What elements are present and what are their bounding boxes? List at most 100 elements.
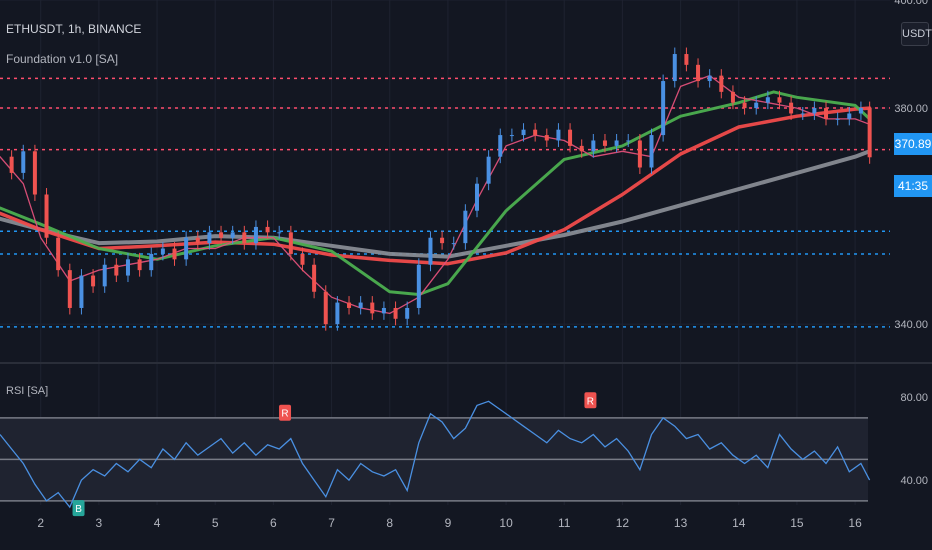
rsi-signal-label: B <box>75 504 82 515</box>
candle-body <box>56 237 61 271</box>
candle-body <box>195 237 200 244</box>
candle-body <box>637 140 642 168</box>
candle-body <box>661 81 666 136</box>
rsi-signal-label: R <box>587 396 594 407</box>
date-axis-label: 10 <box>499 516 513 530</box>
date-axis-label: 2 <box>37 516 44 530</box>
date-axis-label: 4 <box>154 516 161 530</box>
candle-body <box>614 140 619 146</box>
candle-body <box>242 232 247 244</box>
candle-body <box>777 97 782 103</box>
ema-lines <box>0 74 872 315</box>
candle-body <box>451 243 456 245</box>
candle-body <box>288 232 293 254</box>
candle-body <box>765 97 770 103</box>
rsi-title[interactable]: RSI [SA] <box>6 385 48 397</box>
candle-body <box>858 108 863 114</box>
candle-body <box>463 210 468 244</box>
candle-body <box>428 237 433 265</box>
date-axis-label: 12 <box>616 516 630 530</box>
candle-body <box>847 113 852 119</box>
indicator-title[interactable]: Foundation v1.0 [SA] <box>6 52 118 66</box>
candle-body <box>44 194 49 238</box>
candle-body <box>253 226 258 244</box>
candle-body <box>579 145 584 152</box>
last-price-badge: 370.89 <box>894 133 932 155</box>
candle-body <box>114 264 119 276</box>
candle-body <box>498 135 503 157</box>
candle-body <box>347 302 352 308</box>
rsi-signal-marker <box>72 500 85 517</box>
rsi-signal-marker <box>279 404 292 421</box>
candle-body <box>137 259 142 271</box>
candle-body <box>323 291 328 325</box>
candle-body <box>544 135 549 141</box>
date-axis-label: 16 <box>848 516 862 530</box>
date-axis-label: 7 <box>328 516 335 530</box>
horizontal-levels <box>0 77 890 328</box>
candle-body <box>696 64 701 82</box>
candle-body <box>719 75 724 92</box>
date-axis-label: 11 <box>558 516 571 530</box>
candle-body <box>79 275 84 308</box>
candle-body <box>184 237 189 260</box>
candle-body <box>754 102 759 109</box>
candle-body <box>405 307 410 319</box>
ema-line-red <box>0 106 872 266</box>
symbol-title[interactable]: ETHUSDT, 1h, BINANCE <box>6 22 141 36</box>
candle-body <box>172 248 177 260</box>
candle-body <box>335 302 340 325</box>
candle-body <box>21 151 26 173</box>
candle-body <box>219 232 224 238</box>
candle-body <box>835 118 840 120</box>
candle-body <box>230 232 235 238</box>
rsi-axis-label: 80.00 <box>900 392 928 404</box>
date-axis-label: 8 <box>386 516 393 530</box>
candle-body <box>300 253 305 265</box>
candle-body <box>160 248 165 254</box>
price-axis-label: 340.00 <box>894 319 928 331</box>
candle-body <box>812 108 817 114</box>
candle-body <box>149 253 154 271</box>
candle-body <box>509 135 514 137</box>
candle-body <box>707 75 712 82</box>
candle-body <box>393 307 398 319</box>
countdown-badge: 41:35 <box>894 175 932 197</box>
candle-body <box>370 302 375 314</box>
candle-body <box>9 156 14 173</box>
candle-body <box>102 264 107 287</box>
candle-body <box>207 232 212 244</box>
candle-body <box>742 102 747 109</box>
price-series <box>9 47 872 331</box>
rsi-signal-marker <box>584 392 597 409</box>
date-axis-label: 3 <box>96 516 103 530</box>
candle-body <box>312 264 317 292</box>
candle-body <box>32 151 37 195</box>
candle-body <box>381 307 386 314</box>
rsi-pane: R R B <box>0 392 871 517</box>
rsi-axis-label: 40.00 <box>900 475 928 487</box>
axes: 340.00 380.00 400.00 40.00 80.00 2 3 4 5 6 7 8 9 10 11… <box>37 0 928 530</box>
date-axis-label: 9 <box>445 516 452 530</box>
candle-body <box>789 102 794 114</box>
date-axis-label: 5 <box>212 516 219 530</box>
candle-body <box>358 302 363 308</box>
candle-body <box>684 54 689 65</box>
candle-body <box>602 140 607 146</box>
date-axis-label: 15 <box>790 516 804 530</box>
candle-body <box>556 129 561 141</box>
candle-body <box>533 129 538 136</box>
candle-body <box>277 232 282 234</box>
candle-body <box>867 108 872 158</box>
candle-body <box>521 129 526 136</box>
date-axis-label: 6 <box>270 516 277 530</box>
candle-body <box>730 91 735 103</box>
candle-body <box>416 264 421 308</box>
rsi-signal-label: R <box>281 409 288 420</box>
candle-body <box>91 275 96 287</box>
currency-button[interactable]: USDT <box>901 22 932 46</box>
price-axis-label: 380.00 <box>894 103 928 115</box>
candle-body <box>265 226 270 233</box>
rsi-line <box>0 400 871 509</box>
